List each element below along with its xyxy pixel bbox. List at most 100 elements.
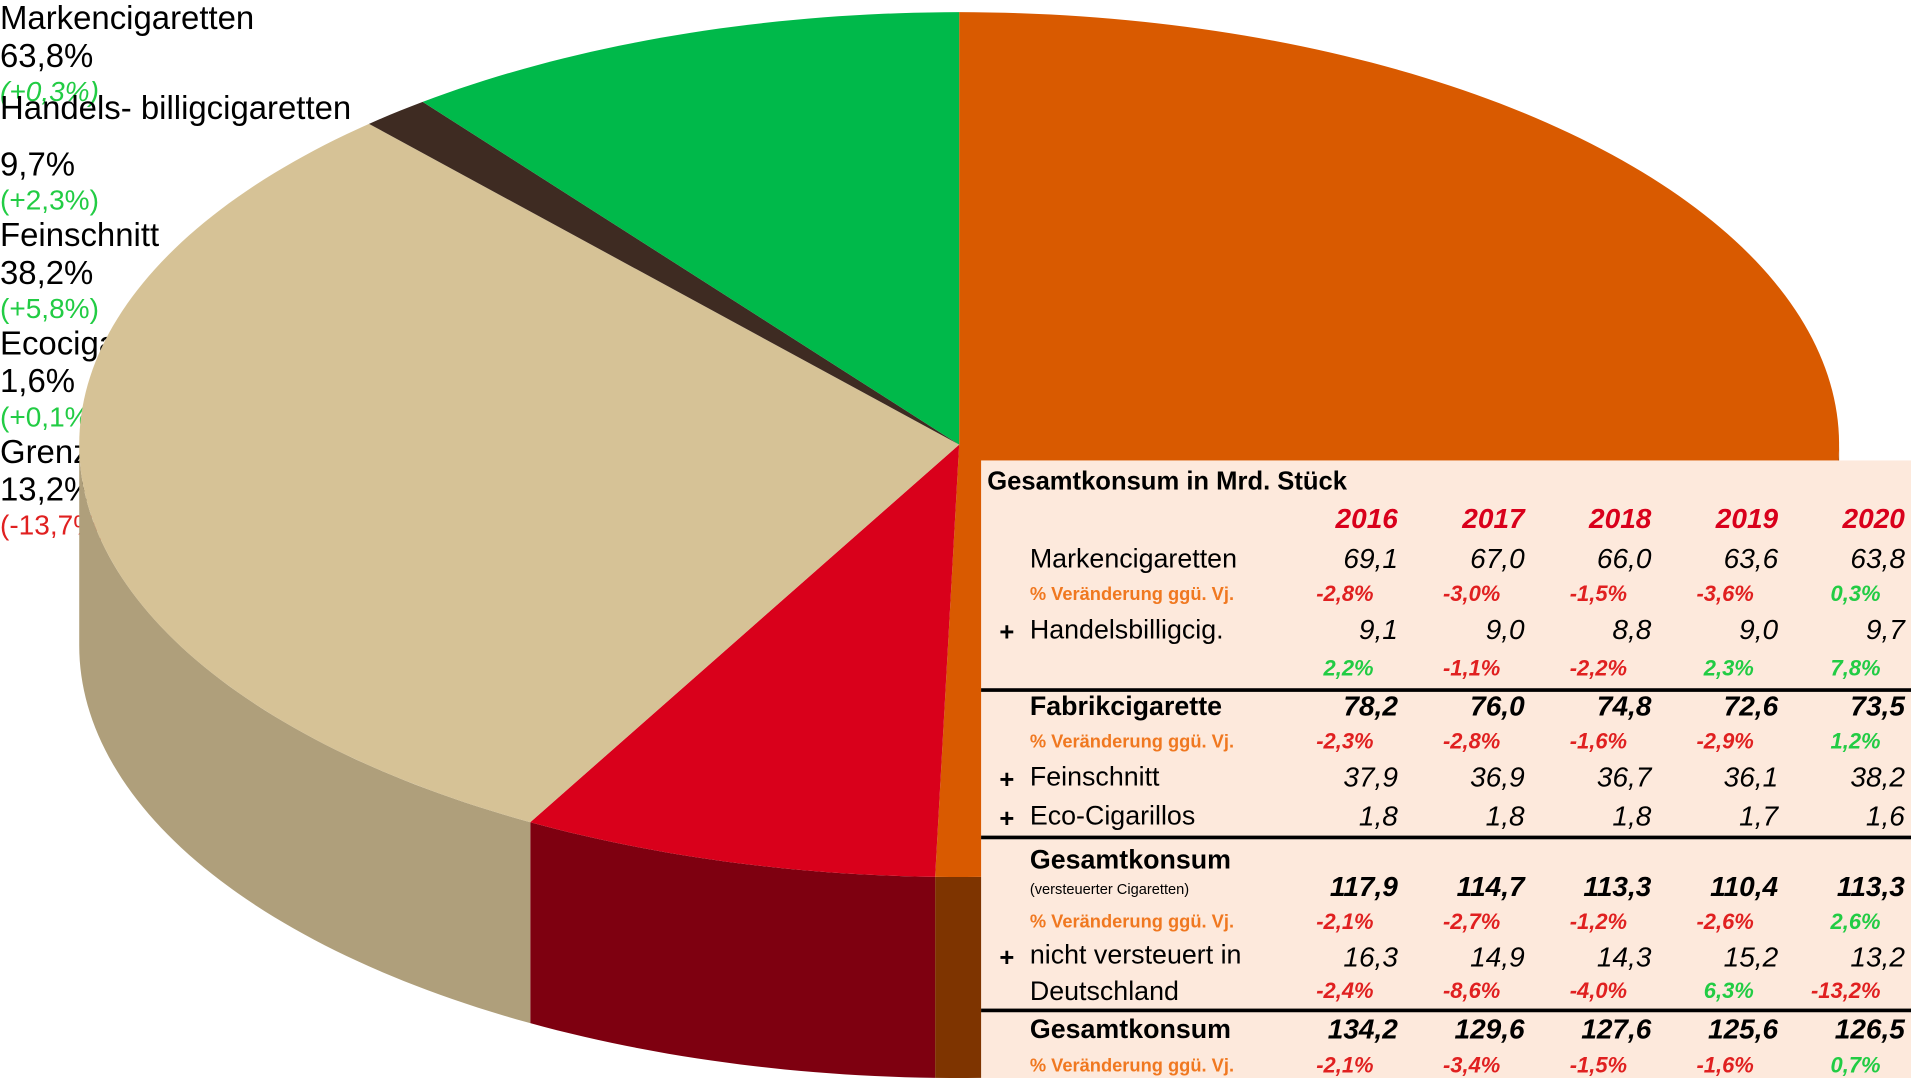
table-cell: -3,4% [1442, 1053, 1501, 1078]
table-cell: -1,6% [1696, 1053, 1754, 1078]
slice-value: 63,8% [0, 37, 94, 75]
table-cell: -2,7% [1442, 909, 1501, 934]
table-cell: 78,2 [1343, 690, 1398, 722]
table-cell: 1,6 [1865, 799, 1905, 832]
table-cell: 66,0 [1596, 542, 1652, 575]
table-cell: -1,6% [1569, 729, 1628, 754]
table-cell: 15,2 [1723, 940, 1779, 973]
table-cell: 14,3 [1596, 940, 1652, 973]
row-label: % Veränderung ggü. Vj. [1029, 584, 1235, 605]
table-cell: 36,1 [1723, 760, 1779, 793]
table-cell: 1,8 [1612, 799, 1652, 832]
table-cell: 36,9 [1470, 760, 1525, 793]
table-cell: 63,8 [1850, 542, 1905, 575]
table-cell: 7,8% [1830, 655, 1881, 681]
year-header: 2019 [1715, 502, 1779, 535]
table-cell: -2,1% [1316, 1053, 1374, 1078]
table-cell: 127,6 [1581, 1012, 1652, 1045]
table-cell: 37,9 [1343, 760, 1398, 793]
row-label: Feinschnitt [1029, 761, 1160, 792]
pie-slice [422, 12, 960, 445]
table-cell: 6,3% [1703, 978, 1754, 1004]
table-cell: -8,6% [1442, 978, 1501, 1004]
table-cell: -1,5% [1569, 581, 1628, 607]
table-cell: 2,3% [1703, 655, 1754, 681]
row-divider [981, 1008, 1911, 1013]
table-cell: 0,3% [1830, 581, 1881, 607]
table-cell: 110,4 [1710, 870, 1779, 903]
table-cell: 13,2 [1850, 940, 1905, 973]
slice-label: Handels- billigcigaretten [0, 89, 352, 127]
table-cell: 67,0 [1470, 542, 1525, 575]
table-cell: 126,5 [1834, 1012, 1905, 1045]
table-cell: 9,7 [1865, 613, 1905, 645]
row-label: % Veränderung ggü. Vj. [1029, 911, 1235, 933]
pie-side [79, 444, 531, 1024]
row-prefix: + [999, 805, 1015, 834]
table-cell: 1,7 [1739, 799, 1779, 832]
table-cell: -2,8% [1442, 729, 1501, 754]
table-cell: 134,2 [1327, 1012, 1398, 1045]
table-cell: -2,4% [1316, 978, 1374, 1004]
row-label: Deutschland [1029, 975, 1179, 1007]
slice-value: 38,2% [0, 254, 94, 292]
row-label: % Veränderung ggü. Vj. [1029, 731, 1235, 753]
row-label: nicht versteuert in [1029, 939, 1242, 970]
row-prefix: + [999, 766, 1015, 795]
table-cell: 14,9 [1470, 940, 1525, 973]
table-cell: -2,2% [1569, 655, 1628, 681]
table-cell: 113,3 [1836, 870, 1905, 903]
table-cell: -1,5% [1569, 1053, 1628, 1078]
slice-value: 9,7% [0, 146, 76, 183]
table-cell: 114,7 [1456, 870, 1525, 903]
row-prefix: + [999, 618, 1015, 647]
data-table: Gesamtkonsum in Mrd. Stück 2016 2017 2018 20… [981, 460, 1911, 1078]
table-cell: 76,0 [1470, 690, 1525, 722]
table-cell: 1,8 [1358, 799, 1398, 832]
row-divider [981, 835, 1911, 840]
table-cell: -3,6% [1696, 581, 1754, 607]
table-cell: 117,9 [1329, 870, 1398, 903]
row-label: % Veränderung ggü. Vj. [1029, 1055, 1235, 1077]
table-cell: -2,6% [1696, 909, 1754, 934]
year-header: 2017 [1462, 502, 1525, 535]
slice-change: (+2,3%) [0, 183, 99, 216]
slice-label: Markencigaretten [0, 0, 255, 37]
table-cell: -13,2% [1811, 978, 1881, 1004]
pie-slice [530, 444, 960, 877]
row-label: Fabrikcigarette [1029, 690, 1223, 722]
pie-slice [79, 123, 960, 823]
year-header: 2020 [1842, 502, 1905, 535]
pie-slice [369, 101, 960, 445]
table-cell: 113,3 [1583, 870, 1652, 903]
table-cell: 36,7 [1596, 760, 1652, 793]
table-cell: 129,6 [1454, 1012, 1525, 1045]
table-title: Gesamtkonsum in Mrd. Stück [987, 467, 1348, 496]
table-cell: -2,9% [1696, 729, 1754, 754]
table-cell: 1,2% [1830, 729, 1881, 754]
table-cell: 72,6 [1723, 690, 1779, 722]
table-cell: 63,6 [1723, 542, 1779, 575]
row-label: Handelsbilligcig. [1029, 613, 1224, 645]
table-cell: 1,8 [1485, 799, 1525, 832]
slice-change: (+5,8%) [0, 292, 99, 325]
table-cell: -2,3% [1316, 729, 1374, 754]
year-header: 2018 [1589, 502, 1652, 535]
table-cell: 8,8 [1612, 613, 1652, 645]
slice-label: Feinschnitt [0, 216, 160, 254]
year-header: 2016 [1335, 502, 1398, 535]
row-label: Gesamtkonsum [1029, 1013, 1232, 1044]
row-label: Eco-Cigarillos [1029, 800, 1196, 831]
table-cell: 69,1 [1343, 542, 1398, 575]
row-label: Markencigaretten [1029, 543, 1238, 574]
slice-value: 1,6% [0, 362, 76, 400]
table-cell: 73,5 [1850, 690, 1905, 722]
table-cell: 0,7% [1830, 1053, 1881, 1078]
table-cell: 2,2% [1323, 655, 1374, 681]
row-label: Gesamtkonsum [1029, 844, 1232, 875]
table-cell: 74,8 [1596, 690, 1652, 722]
table-cell: 9,0 [1739, 613, 1779, 645]
slice-change: (+0,3%) [0, 75, 99, 108]
table-cell: 9,0 [1485, 613, 1525, 645]
